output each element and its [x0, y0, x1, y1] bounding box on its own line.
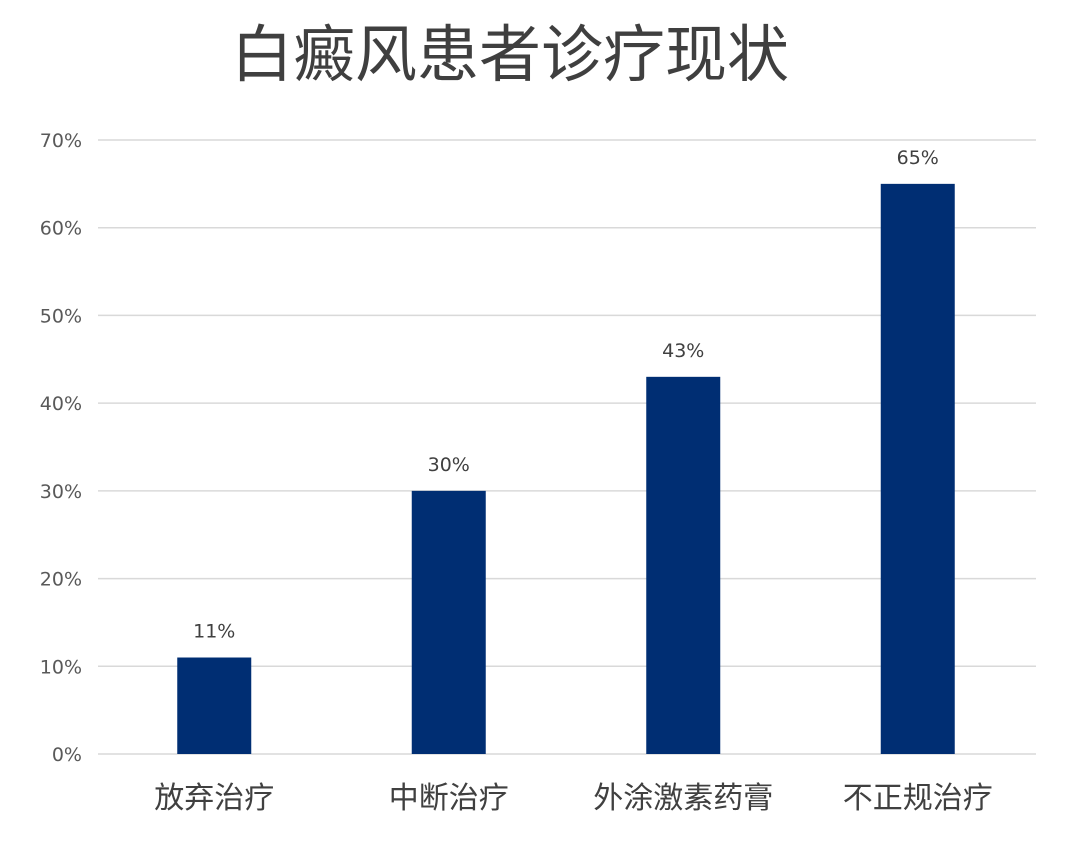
data-label-3: 65%	[897, 147, 939, 169]
y-tick-label-20: 20%	[40, 569, 82, 591]
y-tick-label-70: 70%	[40, 130, 82, 152]
bar-3	[880, 183, 955, 754]
y-tick-label-60: 60%	[40, 218, 82, 240]
y-tick-label-10: 10%	[40, 656, 82, 678]
x-tick-label-2: 外涂激素药膏	[593, 781, 773, 816]
bar-2	[646, 376, 721, 754]
x-tick-label-1: 中断治疗	[389, 781, 509, 816]
y-tick-label-50: 50%	[40, 305, 82, 327]
y-axis-tick-labels: 0% 10% 20% 30% 40% 50% 60% 70%	[40, 130, 82, 766]
y-tick-label-40: 40%	[40, 393, 82, 415]
data-label-2: 43%	[662, 340, 704, 362]
chart-title: 白癜风患者诊疗现状	[231, 18, 789, 91]
data-label-1: 30%	[428, 454, 470, 476]
x-tick-label-0: 放弃治疗	[154, 781, 274, 816]
y-tick-label-30: 30%	[40, 481, 82, 503]
x-axis-tick-labels: 放弃治疗 中断治疗 外涂激素药膏 不正规治疗	[154, 781, 993, 816]
bar-0	[177, 657, 252, 754]
bars	[177, 183, 955, 754]
y-tick-label-0: 0%	[52, 744, 82, 766]
data-label-0: 11%	[193, 621, 235, 643]
x-tick-label-3: 不正规治疗	[843, 781, 993, 816]
data-labels: 11% 30% 43% 65%	[193, 147, 939, 643]
gridlines	[98, 139, 1036, 755]
bar-1	[411, 490, 486, 754]
